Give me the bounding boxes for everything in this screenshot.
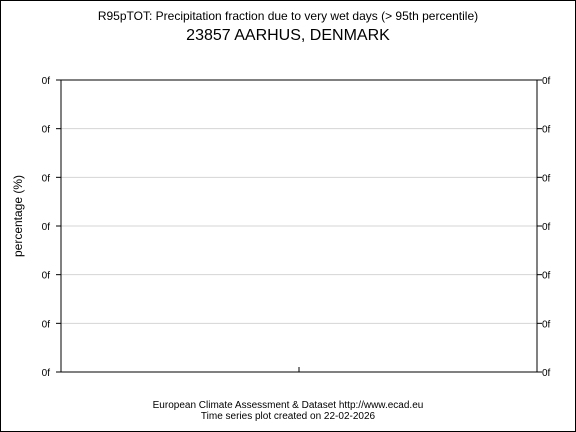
y-tick-label: 0f — [42, 125, 51, 136]
y-tick-label-right: 0f — [542, 222, 551, 233]
gridlines — [61, 128, 537, 324]
chart-title: R95pTOT: Precipitation fraction due to v… — [97, 9, 479, 23]
y-tick-label: 0f — [42, 222, 51, 233]
y-tick-label-right: 0f — [542, 368, 551, 379]
y-tick-label: 0f — [42, 271, 51, 282]
y-tick-label: 0f — [42, 76, 51, 87]
y-tick-label: 0f — [42, 173, 51, 184]
y-tick-labels-right: 0f 0f 0f 0f 0f 0f 0f — [542, 76, 551, 379]
y-tick-label: 0f — [42, 368, 51, 379]
y-tick-label-right: 0f — [542, 319, 551, 330]
footer-created: Time series plot created on 22-02-2026 — [200, 411, 376, 422]
y-tick-label-right: 0f — [542, 125, 551, 136]
axis-ticks — [56, 79, 542, 373]
y-tick-label-right: 0f — [542, 76, 551, 87]
footer-source: European Climate Assessment & Dataset ht… — [152, 400, 424, 411]
chart-subtitle: 23857 AARHUS, DENMARK — [186, 27, 390, 44]
y-tick-label-right: 0f — [542, 173, 551, 184]
y-tick-labels-left: 0f 0f 0f 0f 0f 0f 0f — [42, 76, 51, 379]
y-tick-label-right: 0f — [542, 271, 551, 282]
y-tick-label: 0f — [42, 319, 51, 330]
